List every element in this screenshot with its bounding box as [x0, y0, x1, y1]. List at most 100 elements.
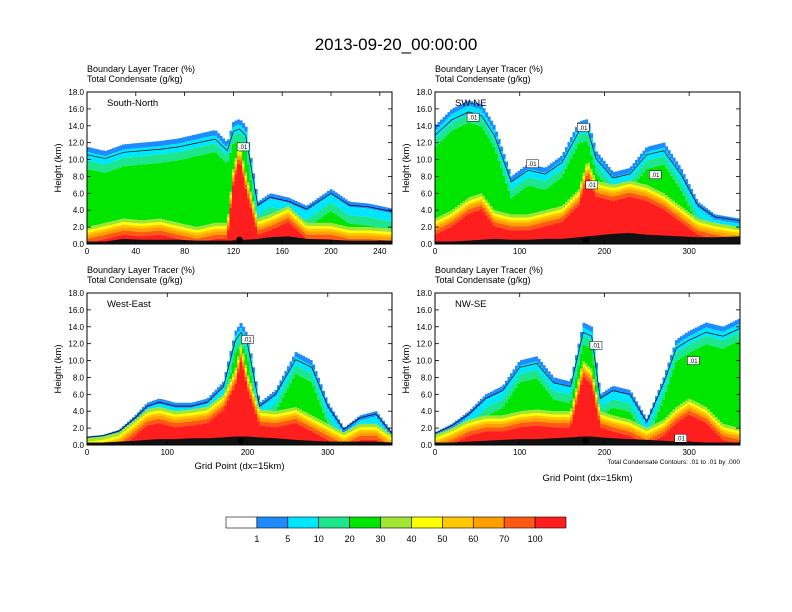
y-tick-label: 0.0	[73, 240, 85, 249]
y-tick-label: 4.0	[73, 206, 85, 215]
plot-frame	[434, 91, 741, 245]
x-tick-label: 200	[598, 247, 612, 256]
y-tick-label: 12.0	[68, 340, 84, 349]
y-tick-label: 16.0	[68, 306, 84, 315]
panel-header-condensate: Total Condensate (g/kg)	[87, 74, 183, 84]
tracer-field	[87, 293, 392, 445]
panel-south-north: Boundary Layer Tracer (%)Total Condensat…	[53, 64, 393, 256]
colorbar-swatch	[380, 516, 412, 529]
x-tick-label: 0	[85, 247, 90, 256]
y-axis-label: Height (km)	[53, 344, 64, 393]
x-tick-label: 100	[513, 448, 527, 457]
contour-label-text: .01	[528, 162, 537, 168]
y-tick-label: 18.0	[416, 289, 432, 298]
colorbar-label: 20	[345, 534, 355, 544]
y-tick-label: 2.0	[73, 424, 85, 433]
y-tick-label: 16.0	[416, 306, 432, 315]
contour-label: .01	[589, 341, 603, 350]
panel-header-condensate: Total Condensate (g/kg)	[435, 275, 531, 285]
y-tick-label: 14.0	[68, 122, 84, 131]
y-tick-label: 18.0	[68, 88, 84, 97]
contour-note: Total Condensate Contours: .01 to .01 by…	[607, 459, 740, 466]
condensate-contour	[435, 328, 740, 434]
panel-header-tracer: Boundary Layer Tracer (%)	[87, 64, 195, 74]
colorbar-label: 1	[254, 534, 259, 544]
contour-label: .01	[526, 159, 539, 168]
figure-title: 2013-09-20_00:00:00	[315, 35, 478, 54]
plot-frame	[86, 91, 393, 245]
x-tick-label: 300	[321, 448, 335, 457]
colorbar-swatch	[472, 516, 505, 529]
colorbar-label: 100	[528, 534, 543, 544]
panel-west-east: Boundary Layer Tracer (%)Total Condensat…	[53, 265, 393, 472]
panel-label: NW-SE	[455, 299, 487, 310]
y-tick-label: 6.0	[73, 189, 85, 198]
y-tick-label: 14.0	[68, 323, 84, 332]
colorbar-label: 70	[499, 534, 509, 544]
y-tick-label: 6.0	[421, 390, 433, 399]
contour-label-text: .01	[239, 145, 248, 151]
colorbar-swatch	[318, 516, 350, 529]
x-tick-label: 100	[161, 448, 175, 457]
y-tick-label: 10.0	[68, 156, 84, 165]
x-tick-label: 0	[433, 247, 438, 256]
location-marker	[582, 236, 590, 243]
x-tick-label: 240	[373, 247, 387, 256]
y-tick-label: 2.0	[421, 223, 433, 232]
tracer-field	[435, 293, 740, 445]
colorbar-swatch	[225, 516, 258, 529]
panels: Boundary Layer Tracer (%)Total Condensat…	[53, 64, 741, 484]
panel-label: South-North	[107, 98, 158, 109]
panel-header-tracer: Boundary Layer Tracer (%)	[435, 265, 543, 275]
location-marker	[582, 437, 590, 444]
contour-label: .01	[466, 113, 480, 122]
colorbar-label: 40	[406, 534, 416, 544]
location-marker	[237, 437, 245, 444]
panel-header-tracer: Boundary Layer Tracer (%)	[435, 64, 543, 74]
y-tick-label: 2.0	[73, 223, 85, 232]
panel-sw-ne: Boundary Layer Tracer (%)Total Condensat…	[401, 64, 741, 256]
contour-label: .01	[236, 142, 250, 151]
y-tick-label: 8.0	[421, 172, 433, 181]
colorbar-swatch	[411, 516, 443, 529]
y-tick-label: 4.0	[421, 407, 433, 416]
y-tick-label: 12.0	[416, 340, 432, 349]
tracer-field	[435, 92, 740, 244]
y-tick-label: 6.0	[73, 390, 85, 399]
contour-label-text: .01	[677, 437, 686, 443]
y-tick-label: 6.0	[421, 189, 433, 198]
location-marker	[236, 236, 243, 243]
x-tick-label: 100	[513, 247, 527, 256]
colorbar-label: 10	[314, 534, 324, 544]
panel-header-tracer: Boundary Layer Tracer (%)	[87, 265, 195, 275]
panel-label: West-East	[107, 299, 151, 310]
colorbar-label: 5	[285, 534, 290, 544]
colorbar-swatch	[534, 516, 567, 529]
y-axis-label: Height (km)	[401, 344, 412, 393]
contour-label: .01	[687, 356, 700, 365]
x-tick-label: 80	[180, 247, 189, 256]
contour-label: .01	[649, 170, 662, 179]
y-tick-label: 2.0	[421, 424, 433, 433]
contour-label-text: .01	[243, 338, 252, 344]
condensate-contour	[87, 128, 392, 212]
y-tick-label: 10.0	[416, 357, 432, 366]
panel-header-condensate: Total Condensate (g/kg)	[87, 275, 183, 285]
contour-label: .01	[585, 180, 598, 189]
contour-label: .01	[241, 335, 254, 344]
x-tick-label: 300	[682, 448, 696, 457]
x-axis-label: Grid Point (dx=15km)	[542, 473, 632, 484]
colorbar-label: 30	[376, 534, 386, 544]
colorbar-label: 60	[468, 534, 478, 544]
y-tick-label: 12.0	[416, 139, 432, 148]
x-tick-label: 120	[227, 247, 241, 256]
y-tick-label: 0.0	[73, 441, 85, 450]
condensate-contour	[87, 331, 392, 438]
plot-frame	[434, 292, 741, 446]
y-tick-label: 16.0	[416, 105, 432, 114]
colorbar-swatch	[349, 516, 381, 529]
contour-label-text: .01	[592, 344, 601, 350]
contour-label-text: .01	[588, 183, 597, 189]
y-axis-label: Height (km)	[53, 143, 64, 192]
colorbar-swatch	[256, 516, 289, 529]
